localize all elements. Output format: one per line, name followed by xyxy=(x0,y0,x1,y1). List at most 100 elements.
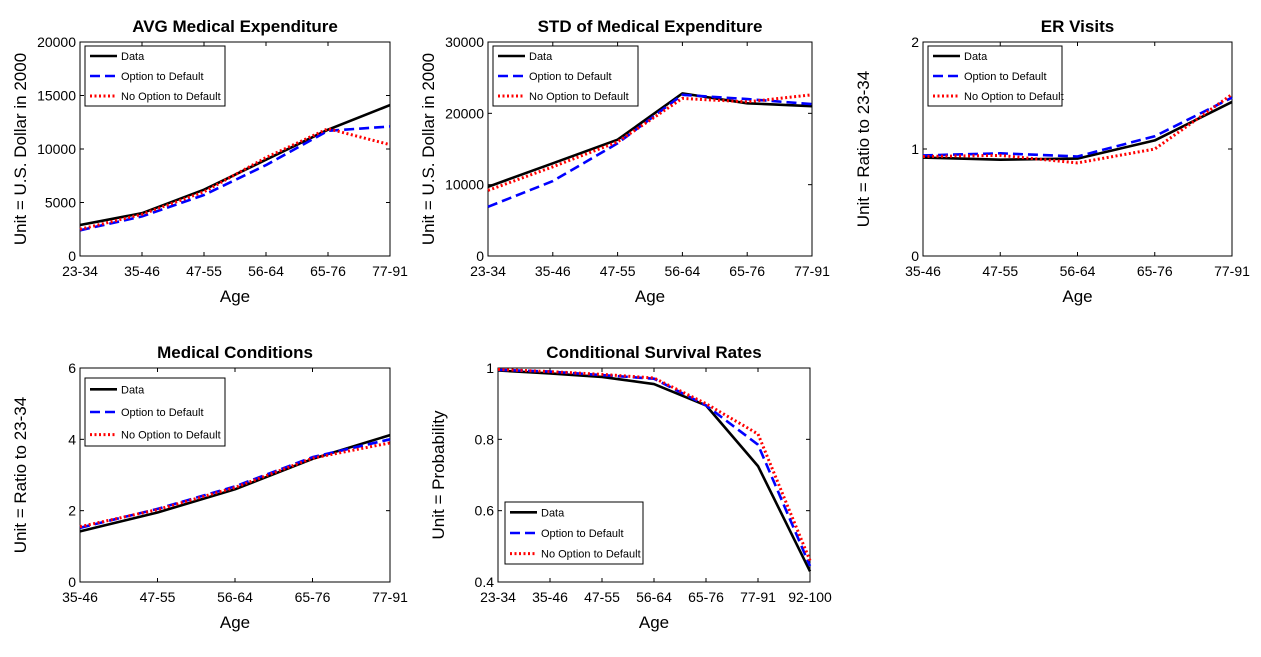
y-tick-label: 1 xyxy=(486,360,494,376)
y-tick-label: 1 xyxy=(911,141,919,157)
x-tick-label: 47-55 xyxy=(584,589,620,605)
legend-entry: Data xyxy=(964,51,988,63)
y-axis-label: Unit = U.S. Dollar in 2000 xyxy=(419,53,438,245)
x-tick-label: 77-91 xyxy=(794,263,830,279)
x-axis-label: Age xyxy=(220,613,250,632)
x-tick-label: 47-55 xyxy=(600,263,636,279)
legend-entry: Option to Default xyxy=(541,528,624,540)
series-line-2 xyxy=(487,93,813,209)
y-axis-label: Unit = Probability xyxy=(429,410,448,539)
legend-entry: Data xyxy=(541,507,565,519)
legend-entry: Data xyxy=(121,51,145,63)
series-line-2 xyxy=(79,438,391,530)
series-line-1 xyxy=(79,103,391,227)
x-axis-label: Age xyxy=(220,287,250,306)
series-line-3 xyxy=(922,93,1233,165)
y-tick-label: 20000 xyxy=(37,34,76,50)
series-line-2 xyxy=(497,368,812,567)
legend: Data Option to Default No Option to Defaul… xyxy=(492,45,639,107)
y-tick-label: 30000 xyxy=(445,34,484,50)
y-tick-label: 2 xyxy=(911,34,919,50)
chart-title: AVG Medical Expenditure xyxy=(132,17,338,36)
legend-entry: Option to Default xyxy=(121,71,204,83)
chart-panel-4: Medical Conditions 0 2 4 6 35-46 47-55 56-64 65-… xyxy=(11,343,408,632)
y-tick-label: 0.4 xyxy=(475,574,495,590)
chart-title: ER Visits xyxy=(1041,17,1114,36)
chart-panel-5: Conditional Survival Rates 0.4 0.6 0.8 1 23-3… xyxy=(429,343,832,632)
y-tick-label: 4 xyxy=(68,431,76,447)
x-tick-label: 77-91 xyxy=(1214,263,1250,279)
legend: Data Option to Default No Option to Defaul… xyxy=(927,45,1064,107)
x-tick-label: 65-76 xyxy=(295,589,331,605)
legend-entry: No Option to Default xyxy=(529,91,629,103)
y-tick-label: 6 xyxy=(68,360,76,376)
y-tick-label: 10000 xyxy=(37,141,76,157)
y-tick-label: 0 xyxy=(68,574,76,590)
series-line-3 xyxy=(79,127,391,231)
x-axis-label: Age xyxy=(1062,287,1092,306)
legend: Data Option to Default No Option to Defaul… xyxy=(84,377,226,447)
legend-entry: No Option to Default xyxy=(121,91,221,103)
legend-entry: Option to Default xyxy=(964,71,1047,83)
legend-entry: Option to Default xyxy=(121,407,204,419)
chart-title: Medical Conditions xyxy=(157,343,313,362)
legend-entry: Data xyxy=(121,384,145,396)
x-axis-label: Age xyxy=(639,613,669,632)
x-tick-label: 77-91 xyxy=(740,589,776,605)
y-tick-label: 0 xyxy=(476,248,484,264)
chart-panel-1: AVG Medical Expenditure 0 5000 10000 15000 20… xyxy=(11,17,408,306)
x-tick-label: 65-76 xyxy=(1137,263,1173,279)
x-tick-label: 77-91 xyxy=(372,589,408,605)
legend-entry: No Option to Default xyxy=(964,91,1064,103)
x-tick-label: 35-46 xyxy=(535,263,571,279)
x-tick-label: 65-76 xyxy=(688,589,724,605)
legend-entry: No Option to Default xyxy=(121,430,221,442)
chart-title: STD of Medical Expenditure xyxy=(538,17,763,36)
x-tick-label: 47-55 xyxy=(140,589,176,605)
legend-entry: No Option to Default xyxy=(541,549,641,561)
x-tick-label: 23-34 xyxy=(470,263,506,279)
series-line-3 xyxy=(487,93,813,192)
y-axis-label: Unit = Ratio to 23-34 xyxy=(854,71,873,227)
x-tick-label: 23-34 xyxy=(62,263,98,279)
y-tick-label: 2 xyxy=(68,503,76,519)
x-tick-label: 47-55 xyxy=(186,263,222,279)
y-tick-label: 5000 xyxy=(45,195,76,211)
y-tick-label: 0.8 xyxy=(475,431,495,447)
x-tick-label: 56-64 xyxy=(636,589,672,605)
y-tick-label: 15000 xyxy=(37,88,76,104)
y-tick-label: 0.6 xyxy=(475,503,495,519)
x-tick-label: 23-34 xyxy=(480,589,516,605)
y-axis-label: Unit = U.S. Dollar in 2000 xyxy=(11,53,30,245)
x-tick-label: 35-46 xyxy=(62,589,98,605)
chart-panel-3: ER Visits 0 1 2 35-46 47-55 56-64 65-76 77-91 Age… xyxy=(854,17,1250,306)
y-tick-label: 0 xyxy=(68,248,76,264)
series-line-1 xyxy=(79,433,391,533)
x-tick-label: 35-46 xyxy=(124,263,160,279)
x-axis-label: Age xyxy=(635,287,665,306)
legend: Data Option to Default No Option to Defaul… xyxy=(84,45,226,107)
y-tick-label: 10000 xyxy=(445,177,484,193)
x-tick-label: 56-64 xyxy=(248,263,284,279)
series-line-2 xyxy=(922,96,1233,158)
x-tick-label: 56-64 xyxy=(664,263,700,279)
legend-entry: Option to Default xyxy=(529,71,612,83)
x-tick-label: 65-76 xyxy=(310,263,346,279)
legend-entry: Data xyxy=(529,51,553,63)
legend: Data Option to Default No Option to Defaul… xyxy=(504,501,644,565)
x-tick-label: 35-46 xyxy=(532,589,568,605)
x-tick-label: 35-46 xyxy=(905,263,941,279)
x-tick-label: 92-100 xyxy=(788,589,832,605)
chart-panel-2: STD of Medical Expenditure 0 10000 20000 300… xyxy=(419,17,830,306)
series-line-1 xyxy=(487,92,813,189)
x-tick-label: 77-91 xyxy=(372,263,408,279)
y-tick-label: 0 xyxy=(911,248,919,264)
chart-title: Conditional Survival Rates xyxy=(546,343,761,362)
x-tick-label: 56-64 xyxy=(1060,263,1096,279)
series-line-1 xyxy=(497,369,812,572)
y-tick-label: 20000 xyxy=(445,105,484,121)
y-axis-label: Unit = Ratio to 23-34 xyxy=(11,397,30,553)
series-line-1 xyxy=(922,100,1233,161)
